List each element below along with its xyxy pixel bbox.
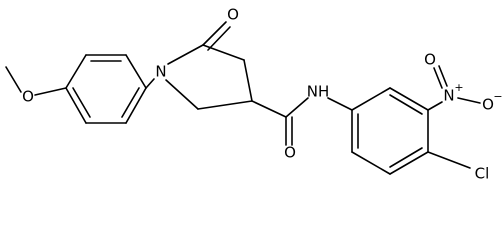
atom-label: NH: [307, 83, 330, 101]
atom-charge: −: [493, 90, 502, 103]
atom-label: O: [482, 96, 494, 114]
atom-label: Cl: [475, 165, 490, 183]
atom-label: O: [424, 51, 436, 69]
atom-labels: O N O NH O N + O O − Cl: [22, 6, 503, 183]
atom-label: N: [443, 87, 454, 105]
atom-label: O: [284, 144, 296, 162]
atom-label: O: [227, 6, 239, 24]
atom-label: O: [22, 88, 34, 106]
atom-label: N: [155, 63, 166, 81]
structure-diagram: O N O NH O N + O O − Cl: [5, 6, 503, 183]
bonds: [5, 21, 481, 175]
atom-charge: +: [454, 81, 463, 94]
